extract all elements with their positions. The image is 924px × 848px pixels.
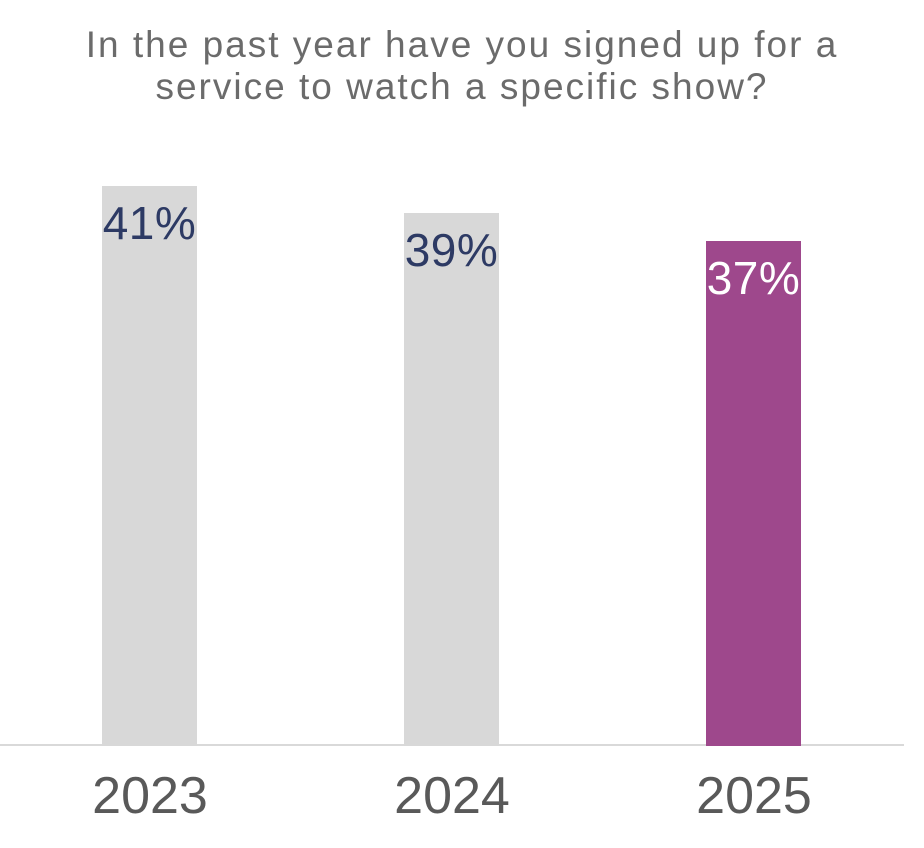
chart-title-line-1: In the past year have you signed up for …: [85, 24, 839, 65]
x-axis-label-2023: 2023: [92, 767, 208, 825]
bar-2025: 37%: [706, 241, 801, 746]
bar-2023: 41%: [102, 186, 197, 746]
value-label-2024: 39%: [404, 224, 499, 276]
value-label-2025: 37%: [706, 252, 801, 304]
chart-title: In the past year have you signed up for …: [0, 24, 924, 108]
value-label-2023: 41%: [102, 197, 197, 249]
x-axis-label-2025: 2025: [696, 767, 812, 825]
chart-title-line-2: service to watch a specific show?: [155, 66, 769, 107]
x-axis-label-2024: 2024: [394, 767, 510, 825]
bar-2024: 39%: [404, 213, 499, 746]
